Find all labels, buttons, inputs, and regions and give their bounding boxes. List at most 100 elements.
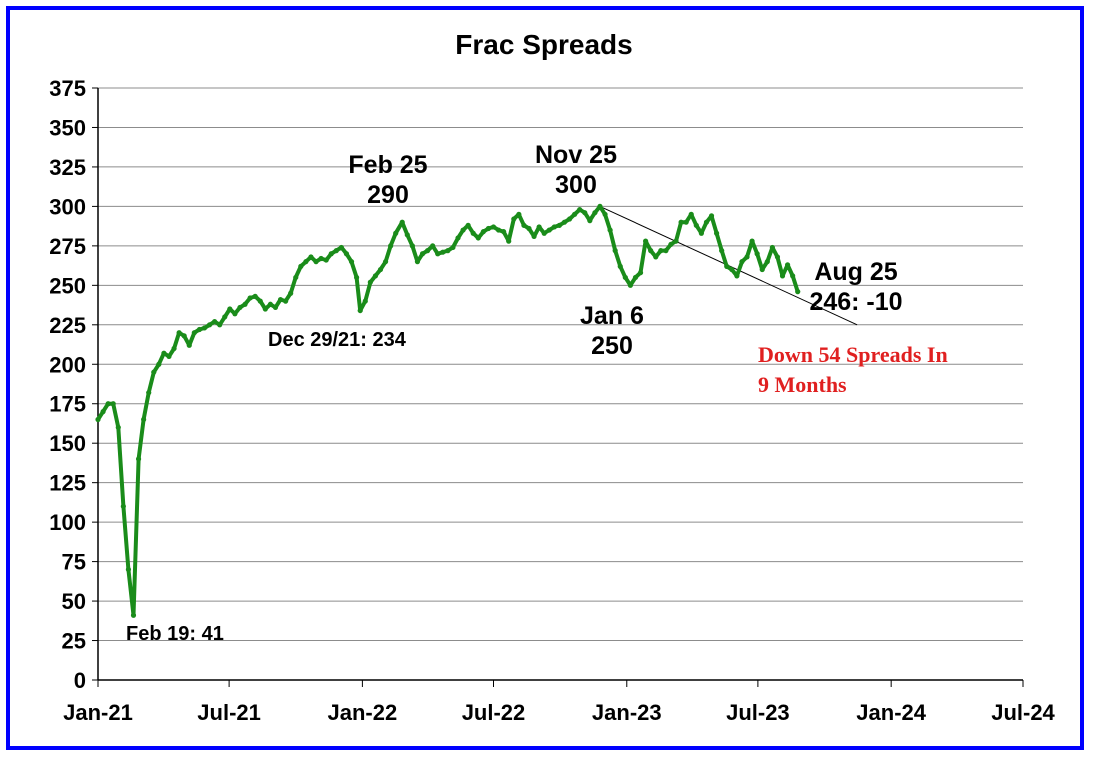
y-tick-label: 300: [49, 194, 86, 219]
data-point: [521, 222, 527, 228]
data-point: [343, 251, 350, 257]
y-tick-label: 225: [49, 313, 86, 338]
data-point: [587, 218, 593, 224]
y-tick-label: 100: [49, 510, 86, 535]
annotation: Dec 29/21: 234: [268, 329, 407, 351]
data-point: [252, 293, 258, 299]
data-point: [242, 301, 248, 307]
data-point: [445, 248, 451, 254]
data-point: [668, 241, 674, 247]
x-tick-label: Jan-23: [592, 700, 662, 725]
data-point: [693, 222, 699, 228]
annotation: Jan 6 250: [580, 302, 644, 360]
data-point: [257, 298, 263, 304]
data-point: [602, 211, 608, 217]
x-tick-label: Jan-22: [328, 700, 398, 725]
data-point: [303, 259, 309, 265]
data-point: [551, 224, 557, 230]
data-point: [272, 304, 279, 311]
x-tick-label: Jan-21: [63, 700, 133, 725]
data-point: [435, 251, 441, 257]
data-point: [414, 259, 421, 265]
x-tick-label: Jul-21: [197, 700, 261, 725]
data-point: [688, 211, 694, 217]
data-point: [313, 259, 319, 265]
plot-area: [98, 88, 1023, 680]
data-point: [146, 390, 152, 396]
data-point: [734, 273, 740, 279]
data-point: [377, 266, 384, 273]
data-point: [212, 319, 218, 325]
annotation-line: 250: [591, 332, 633, 360]
annotation-line: Aug 25: [814, 258, 897, 286]
data-point: [357, 307, 363, 314]
y-tick-label: 250: [49, 273, 86, 298]
y-tick-label: 350: [49, 115, 86, 140]
data-point: [388, 243, 394, 249]
data-point: [191, 330, 197, 336]
data-point: [318, 255, 324, 262]
data-point: [130, 612, 137, 618]
data-point: [754, 251, 760, 257]
data-point: [430, 243, 436, 249]
data-point: [678, 219, 684, 225]
data-point: [247, 295, 253, 301]
data-point: [227, 306, 233, 312]
data-point: [749, 238, 755, 244]
y-axis-ticks: 0 25 50 75 100 125 150 175 200 225 250 275 300 325 350…: [49, 76, 98, 693]
data-point: [151, 369, 157, 375]
annotation: Nov 25 300: [535, 141, 617, 199]
data-point: [105, 401, 111, 407]
data-point: [323, 257, 329, 263]
data-point: [409, 243, 415, 249]
data-point: [622, 274, 628, 281]
data-point: [308, 254, 314, 260]
data-point: [572, 211, 578, 217]
annotations: Feb 19: 41 Dec 29/21: 234 Feb 25 290 Nov 25 3…: [126, 141, 948, 645]
data-point: [744, 254, 750, 260]
x-tick-label: Jul-23: [726, 700, 790, 725]
data-point: [161, 350, 167, 356]
annotation-line: 300: [555, 171, 597, 199]
data-point: [393, 230, 399, 236]
data-point: [784, 262, 791, 268]
data-point: [95, 416, 101, 423]
data-point: [283, 298, 289, 304]
data-point: [222, 314, 228, 320]
data-point: [110, 401, 116, 407]
annotation-red: Down 54 Spreads In 9 Months: [758, 342, 948, 397]
data-point: [663, 248, 669, 254]
data-point: [450, 244, 456, 251]
data-point: [333, 248, 339, 254]
data-point: [470, 230, 476, 236]
data-point: [769, 244, 775, 251]
data-point: [511, 216, 517, 222]
data-point: [141, 416, 147, 423]
annotation-line: 9 Months: [758, 372, 847, 397]
data-point: [455, 235, 461, 241]
y-tick-label: 175: [49, 392, 86, 417]
data-point: [541, 230, 547, 236]
y-tick-label: 125: [49, 471, 86, 496]
data-point: [125, 566, 132, 573]
data-point: [206, 322, 213, 328]
data-point: [759, 266, 765, 273]
data-point: [577, 206, 583, 213]
axes: [97, 88, 1023, 681]
data-point: [506, 238, 512, 244]
series-layer: [95, 203, 801, 618]
data-point: [440, 249, 446, 255]
y-tick-label: 50: [62, 589, 86, 614]
annotation-line: Nov 25: [535, 141, 617, 169]
data-point: [120, 503, 126, 509]
data-point: [516, 211, 522, 217]
data-point: [115, 424, 121, 431]
data-point: [237, 304, 243, 311]
data-point: [774, 254, 781, 260]
data-point: [795, 289, 801, 295]
data-point: [465, 222, 471, 228]
annotation: Feb 19: 41: [126, 623, 224, 645]
data-point: [232, 311, 238, 317]
data-point: [490, 224, 497, 230]
annotation-line: Jan 6: [580, 302, 644, 330]
